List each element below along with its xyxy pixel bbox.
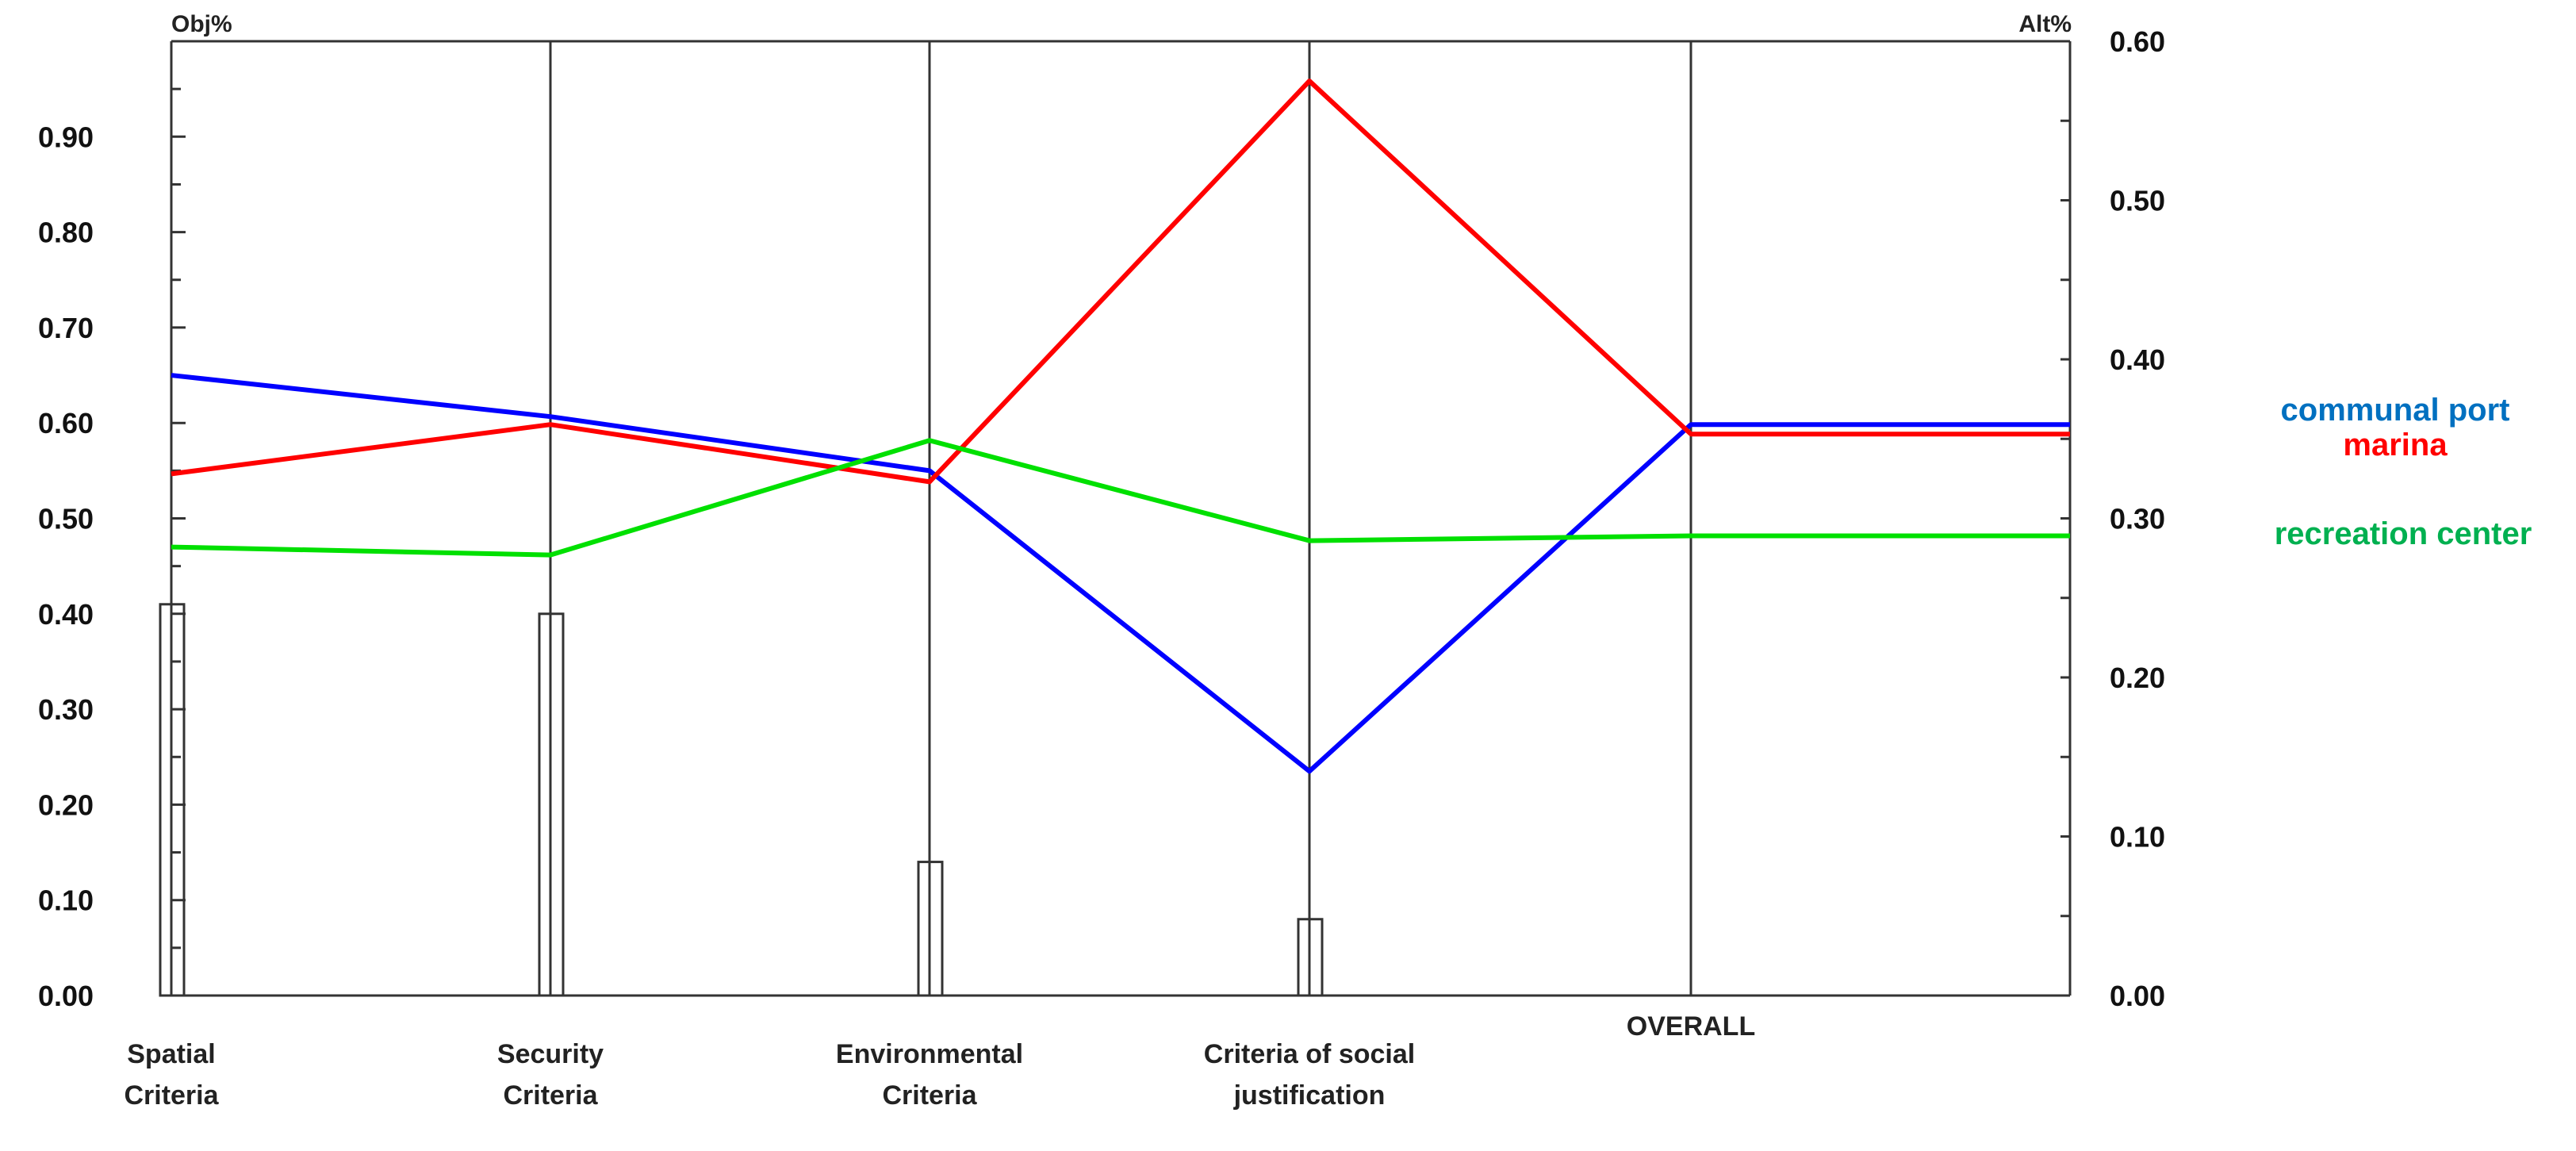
legend-communal-port: communal port xyxy=(2281,393,2510,428)
category-label: Criteria xyxy=(882,1080,977,1111)
category-label: Security xyxy=(497,1039,604,1069)
right-tick-label: 0.40 xyxy=(2110,343,2165,376)
left-tick-label: 0.70 xyxy=(38,312,94,344)
axis-ticks xyxy=(171,40,2070,950)
series-lines xyxy=(171,79,2070,774)
right-tick-label: 0.60 xyxy=(2110,25,2165,58)
left-tick-label: 0.20 xyxy=(38,788,94,821)
chart-text: Obj% Alt% OVERALL communal port marina r… xyxy=(171,11,2532,1042)
right-tick-label: 0.50 xyxy=(2110,185,2165,217)
left-axis-title: Obj% xyxy=(171,11,232,37)
category-label: Criteria xyxy=(124,1080,219,1111)
left-tick-label: 0.30 xyxy=(38,693,94,726)
right-tick-label: 0.10 xyxy=(2110,821,2165,854)
tick-and-category-labels: 0.00 0.10 0.20 0.30 0.40 0.50 0.60 0.70 0.80 0.90… xyxy=(38,25,2165,1111)
legend-marina: marina xyxy=(2343,428,2448,462)
series-line xyxy=(171,373,2070,774)
left-tick-label: 0.50 xyxy=(38,503,94,535)
left-tick-label: 0.80 xyxy=(38,217,94,249)
category-label: Environmental xyxy=(836,1039,1023,1069)
left-tick-label: 0.40 xyxy=(38,598,94,631)
criteria-lines xyxy=(170,41,1692,996)
category-label: Spatial xyxy=(127,1039,215,1069)
legend-recreation-center: recreation center xyxy=(2275,516,2532,551)
left-tick-label: 0.60 xyxy=(38,407,94,439)
overall-label: OVERALL xyxy=(1627,1011,1755,1042)
category-label: justification xyxy=(1233,1080,1386,1111)
right-axis-title: Alt% xyxy=(2018,11,2072,37)
category-label: Criteria xyxy=(503,1080,598,1111)
right-tick-label: 0.00 xyxy=(2110,980,2165,1012)
left-tick-label: 0.00 xyxy=(38,980,94,1012)
category-label: Criteria of social xyxy=(1204,1039,1415,1069)
series-line xyxy=(171,79,2070,485)
left-tick-label: 0.10 xyxy=(38,884,94,917)
series-line xyxy=(171,438,2070,558)
right-tick-label: 0.20 xyxy=(2110,662,2165,694)
right-tick-label: 0.30 xyxy=(2110,503,2165,535)
objective-weight-bars xyxy=(159,603,1324,997)
left-tick-label: 0.90 xyxy=(38,121,94,153)
plot-frame xyxy=(171,40,2072,997)
